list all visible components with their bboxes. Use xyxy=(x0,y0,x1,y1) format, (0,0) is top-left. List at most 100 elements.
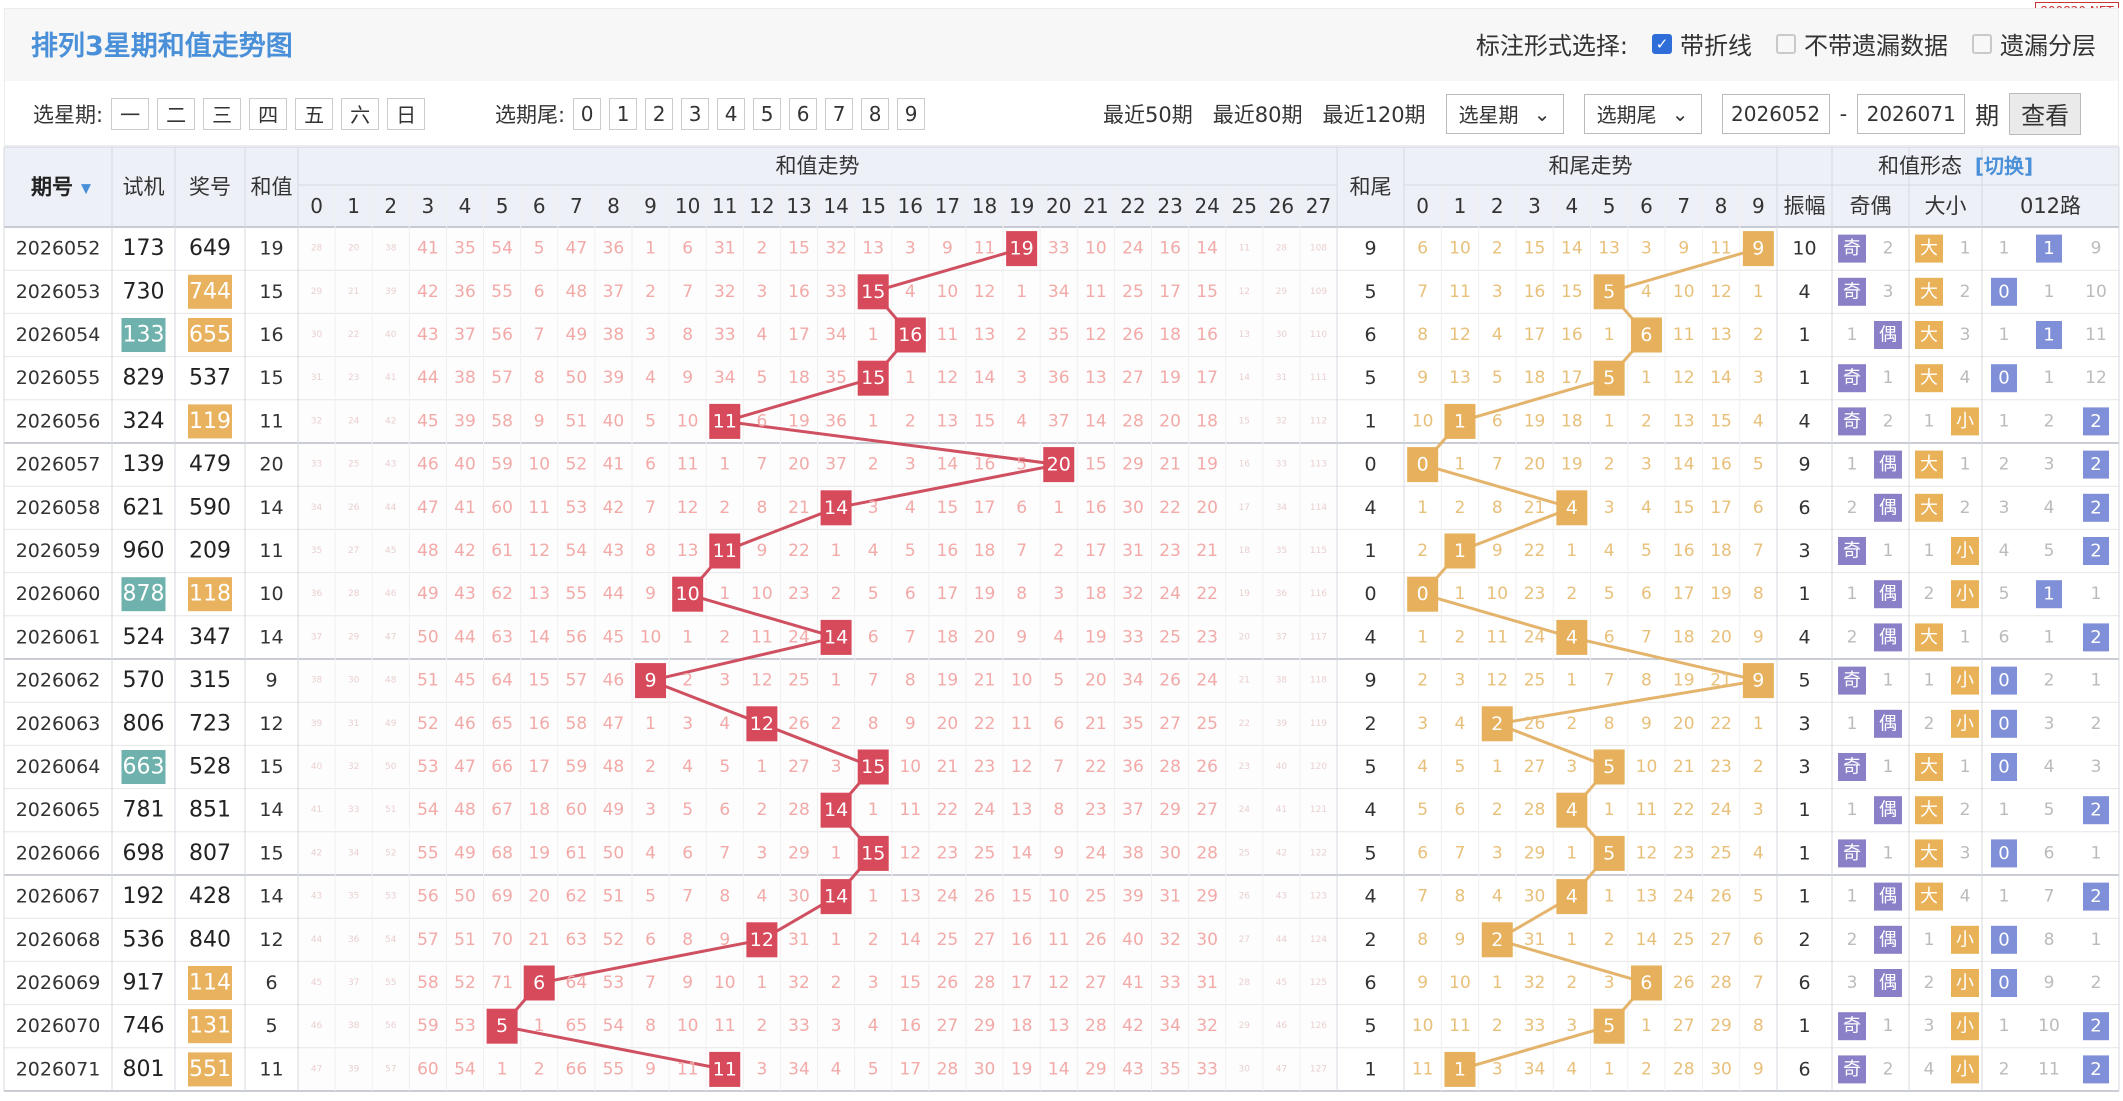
tail-omit-value: 31 xyxy=(1524,930,1546,950)
sum-omit-value: 42 xyxy=(311,848,322,858)
sum-omit-value: 22 xyxy=(788,541,810,561)
sum-omit-value: 6 xyxy=(645,930,656,950)
tail-button[interactable]: 4 xyxy=(717,97,746,130)
checkbox-icon[interactable] xyxy=(1776,33,1796,54)
weekday-button[interactable]: 三 xyxy=(203,97,242,130)
tail-button[interactable]: 5 xyxy=(753,97,782,130)
sum-omit-value: 1 xyxy=(719,455,730,475)
tail-omit-value: 12 xyxy=(1449,325,1471,345)
sum-omit-value: 15 xyxy=(788,239,810,259)
route-omit: 1 xyxy=(2091,671,2102,691)
tail-button[interactable]: 3 xyxy=(681,97,710,130)
sum-omit-value: 27 xyxy=(348,546,359,556)
recent-120-link[interactable]: 最近120期 xyxy=(1322,102,1426,127)
sort-down-icon[interactable]: ▼ xyxy=(81,182,91,197)
tail-omit-value: 22 xyxy=(1710,714,1732,734)
sum-omit-value: 50 xyxy=(566,368,588,388)
query-button[interactable]: 查看 xyxy=(2009,92,2082,135)
sum-omit-value: 11 xyxy=(677,1059,699,1079)
tail-omit-value: 1 xyxy=(1604,325,1615,345)
option-no-omit[interactable]: 不带遗漏数据 xyxy=(1776,26,1948,61)
sum-omit-value: 12 xyxy=(1048,973,1070,993)
big-badge xyxy=(1915,839,1943,868)
tail-ball-label: 5 xyxy=(1603,756,1615,778)
route-omit: 1 xyxy=(2044,282,2055,302)
sum-omit-value: 54 xyxy=(603,1016,625,1036)
sum-ball xyxy=(820,619,852,655)
big-badge-label: 大 xyxy=(1920,454,1938,475)
from-period-input[interactable]: 2026052 xyxy=(1721,93,1830,134)
option-with-line[interactable]: ✓ 带折线 xyxy=(1652,26,1752,61)
tail-omit-value: 11 xyxy=(1636,800,1658,820)
tail-button[interactable]: 1 xyxy=(609,97,638,130)
tail-omit-value: 20 xyxy=(1524,455,1546,475)
tail-button[interactable]: 0 xyxy=(573,97,602,130)
big-small-omit: 2 xyxy=(1960,282,1971,302)
checkbox-icon[interactable] xyxy=(1972,33,1992,54)
weekday-button[interactable]: 二 xyxy=(157,97,196,130)
tail-omit-value: 1 xyxy=(1492,757,1503,777)
sum-omit-value: 3 xyxy=(868,498,879,518)
big-badge-label: 大 xyxy=(1920,843,1938,864)
sum-omit-value: 13 xyxy=(974,325,996,345)
recent-80-link[interactable]: 最近80期 xyxy=(1212,102,1303,127)
sum-omit-value: 34 xyxy=(714,368,736,388)
route-omit: 1 xyxy=(2091,584,2102,604)
weekday-button[interactable]: 四 xyxy=(249,97,288,130)
sum-ball-label: 6 xyxy=(533,972,545,994)
even-badge xyxy=(1874,450,1902,479)
small-badge xyxy=(1951,580,1979,609)
tail-omit-value: 2 xyxy=(1492,1016,1503,1036)
sum-ball-label: 11 xyxy=(713,1058,737,1080)
route-omit: 2 xyxy=(2091,973,2102,993)
trial-number: 698 xyxy=(123,841,165,866)
tail-button[interactable]: 2 xyxy=(645,97,674,130)
table-header-bg xyxy=(4,147,2119,227)
tail-button[interactable]: 8 xyxy=(861,97,890,130)
sum-omit-value: 23 xyxy=(937,843,959,863)
tail-omit-value: 1 xyxy=(1566,843,1577,863)
tail-button[interactable]: 7 xyxy=(825,97,854,130)
tail-label: 选期尾: xyxy=(495,102,566,127)
sum-omit-value: 44 xyxy=(1276,935,1288,945)
even-badge-label: 偶 xyxy=(1879,800,1897,821)
sum-omit-value: 16 xyxy=(899,1016,921,1036)
big-small-omit: 3 xyxy=(1960,325,1971,345)
prize-highlight xyxy=(188,274,232,309)
sum-omit-value: 53 xyxy=(603,973,625,993)
sum-omit-value: 10 xyxy=(677,1016,699,1036)
sum-omit-value: 42 xyxy=(454,541,476,561)
weekday-button[interactable]: 日 xyxy=(387,97,426,130)
sum-omit-value: 31 xyxy=(788,930,810,950)
tail-omit-value: 11 xyxy=(1412,1059,1434,1079)
sum-omit-value: 10 xyxy=(1011,671,1033,691)
weekday-button[interactable]: 一 xyxy=(111,97,150,130)
to-period-input[interactable]: 2026071 xyxy=(1857,93,1966,134)
tail-button[interactable]: 6 xyxy=(789,97,818,130)
weekday-button[interactable]: 五 xyxy=(295,97,334,130)
sum-omit-value: 51 xyxy=(454,930,476,950)
sum-omit-value: 22 xyxy=(1196,584,1218,604)
tail-omit-value: 16 xyxy=(1710,455,1732,475)
tail-omit-value: 9 xyxy=(1417,368,1428,388)
big-small-omit: 2 xyxy=(1924,973,1935,993)
tail-select[interactable]: 选期尾 ⌄ xyxy=(1583,93,1702,134)
sum-omit-value: 65 xyxy=(491,714,513,734)
weekday-button[interactable]: 六 xyxy=(341,97,380,130)
sum-omit-value: 13 xyxy=(899,887,921,907)
big-badge xyxy=(1915,623,1943,652)
tail-omit-value: 24 xyxy=(1673,887,1695,907)
sum-omit-value: 50 xyxy=(454,887,476,907)
sum-omit-value: 45 xyxy=(1276,978,1287,988)
recent-50-link[interactable]: 最近50期 xyxy=(1103,102,1193,127)
amplitude-value: 9 xyxy=(1798,454,1810,476)
prize-number: 479 xyxy=(189,452,231,477)
check-icon[interactable]: ✓ xyxy=(1652,33,1672,54)
weekday-select[interactable]: 选星期 ⌄ xyxy=(1445,93,1564,134)
tail-button[interactable]: 9 xyxy=(897,97,926,130)
sum-omit-value: 28 xyxy=(974,973,996,993)
option-omit-layer[interactable]: 遗漏分层 xyxy=(1972,26,2096,61)
switch-link[interactable]: [切换] xyxy=(1975,154,2033,178)
tail-omit-value: 18 xyxy=(1561,411,1583,431)
sum-omit-value: 33 xyxy=(1048,239,1070,259)
